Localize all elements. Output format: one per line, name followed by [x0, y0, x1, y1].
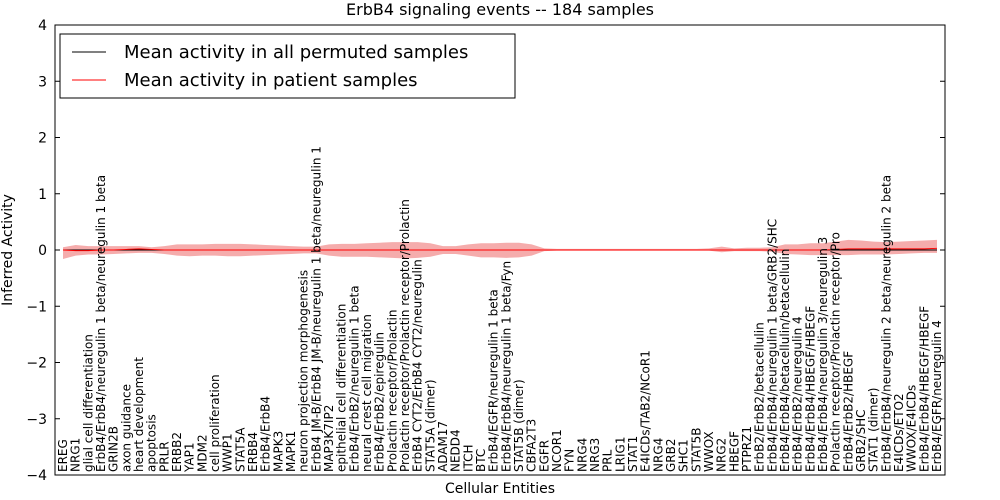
- x-tick-label-45: STAT1: [626, 436, 640, 472]
- x-tick-label-51: WWOX: [702, 431, 716, 472]
- legend-label-patient: Mean activity in patient samples: [124, 70, 418, 91]
- x-tick-label-65: ErbB4/ErbB4/neuregulin 2 beta/neuregulin…: [879, 175, 893, 472]
- x-tick-label-56: ErbB4/ErbB4/neuregulin 1 beta/GRB2/SHC: [765, 219, 779, 472]
- x-tick-label-60: ErbB4/ErbB4/neuregulin 3/neuregulin 3: [816, 237, 830, 472]
- x-tick-label-55: ErbB2/ErbB2/betacellulin: [753, 322, 767, 472]
- legend-label-permuted: Mean activity in all permuted samples: [124, 42, 468, 63]
- x-tick-label-63: GRB2/SHC: [854, 409, 868, 472]
- x-tick-label-43: PRL: [601, 449, 615, 472]
- x-tick-label-54: PTPRZ1: [740, 426, 754, 472]
- chart-title: ErbB4 signaling events -- 184 samples: [346, 0, 654, 19]
- x-tick-label-15: ERBB4: [246, 432, 260, 472]
- x-tick-label-44: LRIG1: [613, 437, 627, 473]
- x-tick-label-37: CBFA2T3: [525, 419, 539, 472]
- x-tick-label-31: NEDD4: [449, 429, 463, 472]
- x-tick-label-35: ErbB4/ErbB4/neuregulin 1 beta/Fyn: [499, 261, 513, 472]
- x-tick-label-30: ADAM17: [436, 421, 450, 472]
- x-tick-label-67: WWOX/E4ICDs: [905, 385, 919, 472]
- x-tick-label-49: SHC1: [677, 439, 691, 472]
- x-tick-label-47: NRG4: [651, 438, 665, 472]
- x-axis-label: Cellular Entities: [445, 481, 555, 497]
- x-tick-label-26: Prolactin receptor/Prolactin: [385, 310, 399, 472]
- x-tick-label-18: MAPK1: [284, 431, 298, 472]
- x-tick-label-20: ErbB4 JM-B/ErbB4 JM-B/neuregulin 1 beta/…: [309, 146, 323, 472]
- x-tick-label-58: ErbB4/ErbB2/neuregulin 4: [791, 316, 805, 472]
- y-tick-label-7: −3: [26, 412, 47, 428]
- x-tick-label-13: WWP1: [221, 433, 235, 472]
- x-tick-label-66: E4ICDs/ETO2: [892, 393, 906, 472]
- y-tick-label-2: 2: [38, 131, 47, 147]
- x-tick-label-39: NCOR1: [550, 429, 564, 472]
- y-axis-label: Inferred Activity: [0, 194, 16, 306]
- x-tick-label-14: STAT5A: [233, 427, 247, 472]
- x-tick-label-36: STAT5B (dimer): [512, 379, 526, 472]
- y-ticks: 4 3 2 1 0 −1 −2 −3 −4: [26, 18, 945, 484]
- x-tick-label-57: ErbB4/ErbB4/betacellulin/betacellulin: [778, 249, 792, 472]
- x-tick-label-8: PRLR: [157, 441, 171, 472]
- x-tick-label-69: ErbB4/EGFR/neuregulin 4: [930, 320, 944, 472]
- series-layer: [62, 247, 938, 252]
- x-tick-label-48: GRB2: [664, 438, 678, 472]
- x-tick-label-33: BTC: [474, 449, 488, 472]
- x-tick-label-16: ErbB4/ErbB4: [259, 396, 273, 472]
- x-tick-label-22: epithelial cell differentiation: [335, 304, 349, 472]
- x-tick-label-34: ErbB4/EGFR/neuregulin 1 beta: [487, 289, 501, 472]
- x-tick-label-41: NRG4: [575, 438, 589, 472]
- x-tick-label-2: glial cell differentiation: [81, 334, 95, 472]
- y-tick-label-6: −2: [26, 356, 47, 372]
- y-tick-label-8: −4: [26, 468, 47, 484]
- x-tick-label-24: neural crest cell migration: [360, 314, 374, 472]
- y-tick-label-3: 1: [38, 187, 47, 203]
- x-tick-label-52: NRG2: [715, 438, 729, 472]
- x-tick-label-23: ErbB4/ErbB2/neuregulin 1 beta: [347, 285, 361, 472]
- y-tick-label-1: 3: [38, 74, 47, 90]
- series-line-1: [62, 247, 938, 252]
- x-tick-label-11: MDM2: [195, 434, 209, 472]
- y-tick-label-4: 0: [38, 243, 47, 259]
- x-tick-label-12: cell proliferation: [208, 374, 222, 472]
- x-tick-label-28: ErbB4 CYT2/ErbB4 CYT2/neuregulin: [411, 259, 425, 472]
- x-tick-label-40: FYN: [563, 449, 577, 472]
- legend-box: [59, 33, 516, 99]
- legend: Mean activity in all permuted samples Me…: [59, 33, 516, 99]
- x-tick-label-21: MAP3K7IP2: [322, 405, 336, 472]
- x-tick-label-10: YAP1: [183, 443, 197, 473]
- x-tick-label-64: STAT1 (dimer): [867, 388, 881, 472]
- band-layer: [63, 239, 937, 259]
- x-tick-label-42: NRG3: [588, 438, 602, 472]
- x-tick-label-7: apoptosis: [145, 414, 159, 472]
- x-tick-label-59: ErbB4/ErbB4/HBEGF/HBEGF: [803, 306, 817, 472]
- x-tick-label-38: EGFR: [537, 440, 551, 472]
- x-tick-label-1: NRG1: [69, 438, 83, 472]
- patient-variance-band: [63, 239, 937, 259]
- x-tick-label-32: ITCH: [461, 444, 475, 472]
- x-tick-label-25: ErbB4/ErbB2/epiregulin: [373, 332, 387, 472]
- x-tick-label-9: ERBB2: [170, 432, 184, 472]
- y-tick-label-5: −1: [26, 299, 47, 315]
- x-tick-label-5: axon guidance: [119, 384, 133, 472]
- x-tick-label-3: ErbB4/ErbB4/neuregulin 1 beta/neuregulin…: [94, 175, 108, 472]
- x-tick-label-19: neuron projection morphogenesis: [297, 270, 311, 472]
- x-tick-label-50: STAT5B: [689, 428, 703, 473]
- y-tick-label-0: 4: [38, 18, 47, 34]
- x-tick-label-6: heart development: [132, 357, 146, 472]
- x-tick-label-46: E4ICDs/TAB2/NCoR1: [639, 350, 653, 472]
- x-tick-label-17: MAPK3: [271, 431, 285, 472]
- x-tick-label-4: GRIN2B: [107, 426, 121, 472]
- x-tick-label-62: ErbB4/ErbB2/HBEGF: [841, 351, 855, 472]
- x-tick-label-0: EREG: [56, 439, 70, 472]
- x-tick-label-29: STAT5A (dimer): [423, 379, 437, 472]
- x-tick-label-68: ErbB4/ErbB4/HBEGF/HBEGF: [917, 306, 931, 472]
- x-tick-label-61: Prolactin receptor/Prolactin receptor/Pr…: [829, 232, 843, 472]
- x-tick-label-53: HBEGF: [727, 431, 741, 472]
- x-tick-label-27: Prolactin receptor/Prolactin receptor/Pr…: [398, 199, 412, 472]
